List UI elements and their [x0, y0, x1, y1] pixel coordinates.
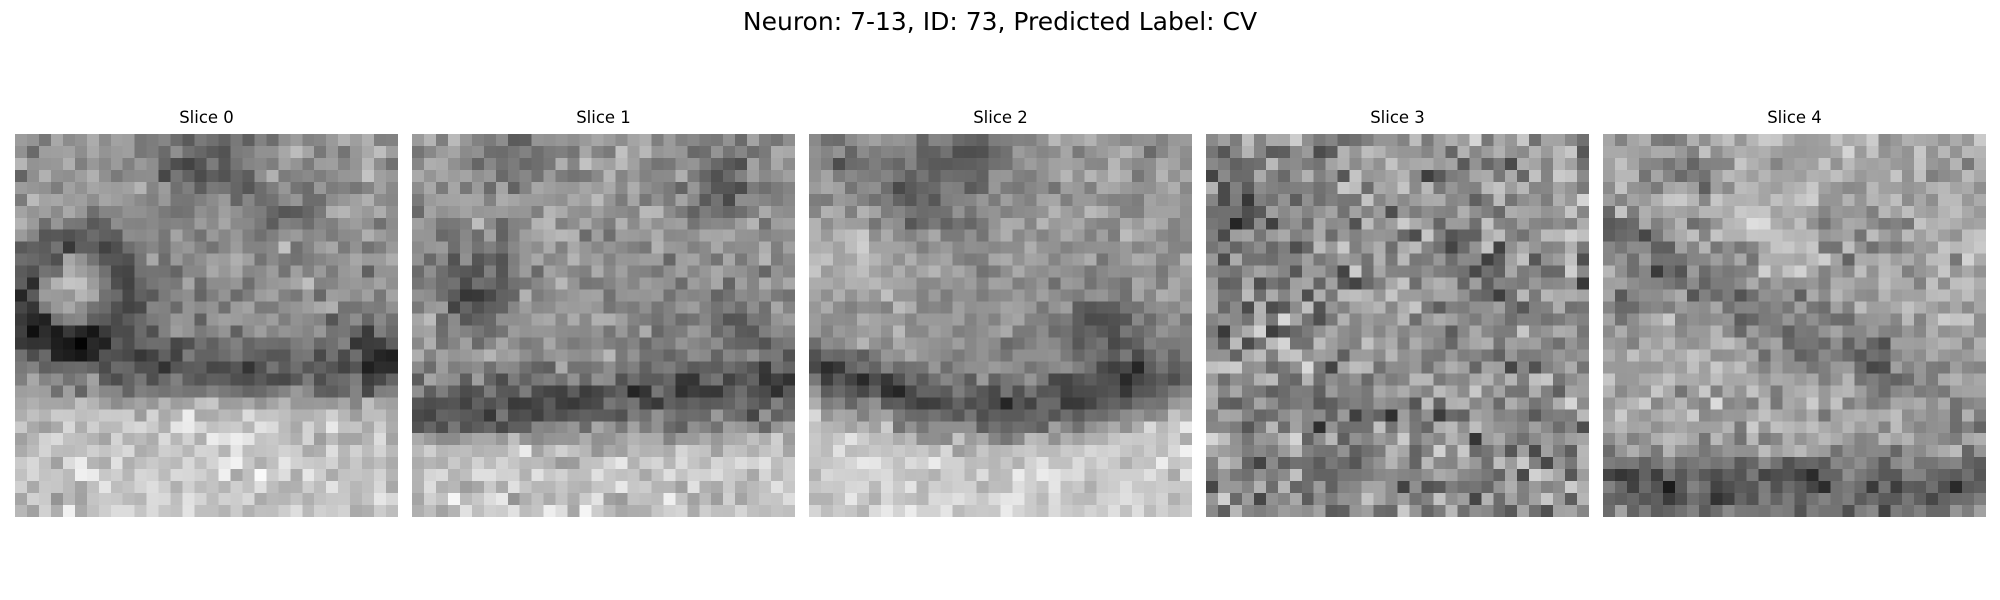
slice-image: [412, 134, 795, 517]
slice-panel-4: Slice 4: [1603, 108, 1986, 517]
slice-image: [809, 134, 1192, 517]
slice-image: [1603, 134, 1986, 517]
slice-image: [1206, 134, 1589, 517]
slice-title: Slice 4: [1767, 108, 1822, 127]
slice-panel-2: Slice 2: [809, 108, 1192, 517]
slice-title: Slice 2: [973, 108, 1028, 127]
figure-title: Neuron: 7-13, ID: 73, Predicted Label: C…: [742, 7, 1258, 36]
slice-panel-0: Slice 0: [15, 108, 398, 517]
slice-image: [15, 134, 398, 517]
slice-title: Slice 1: [576, 108, 631, 127]
slice-title: Slice 0: [179, 108, 234, 127]
slice-panel-1: Slice 1: [412, 108, 795, 517]
slice-title: Slice 3: [1370, 108, 1425, 127]
slice-panel-3: Slice 3: [1206, 108, 1589, 517]
